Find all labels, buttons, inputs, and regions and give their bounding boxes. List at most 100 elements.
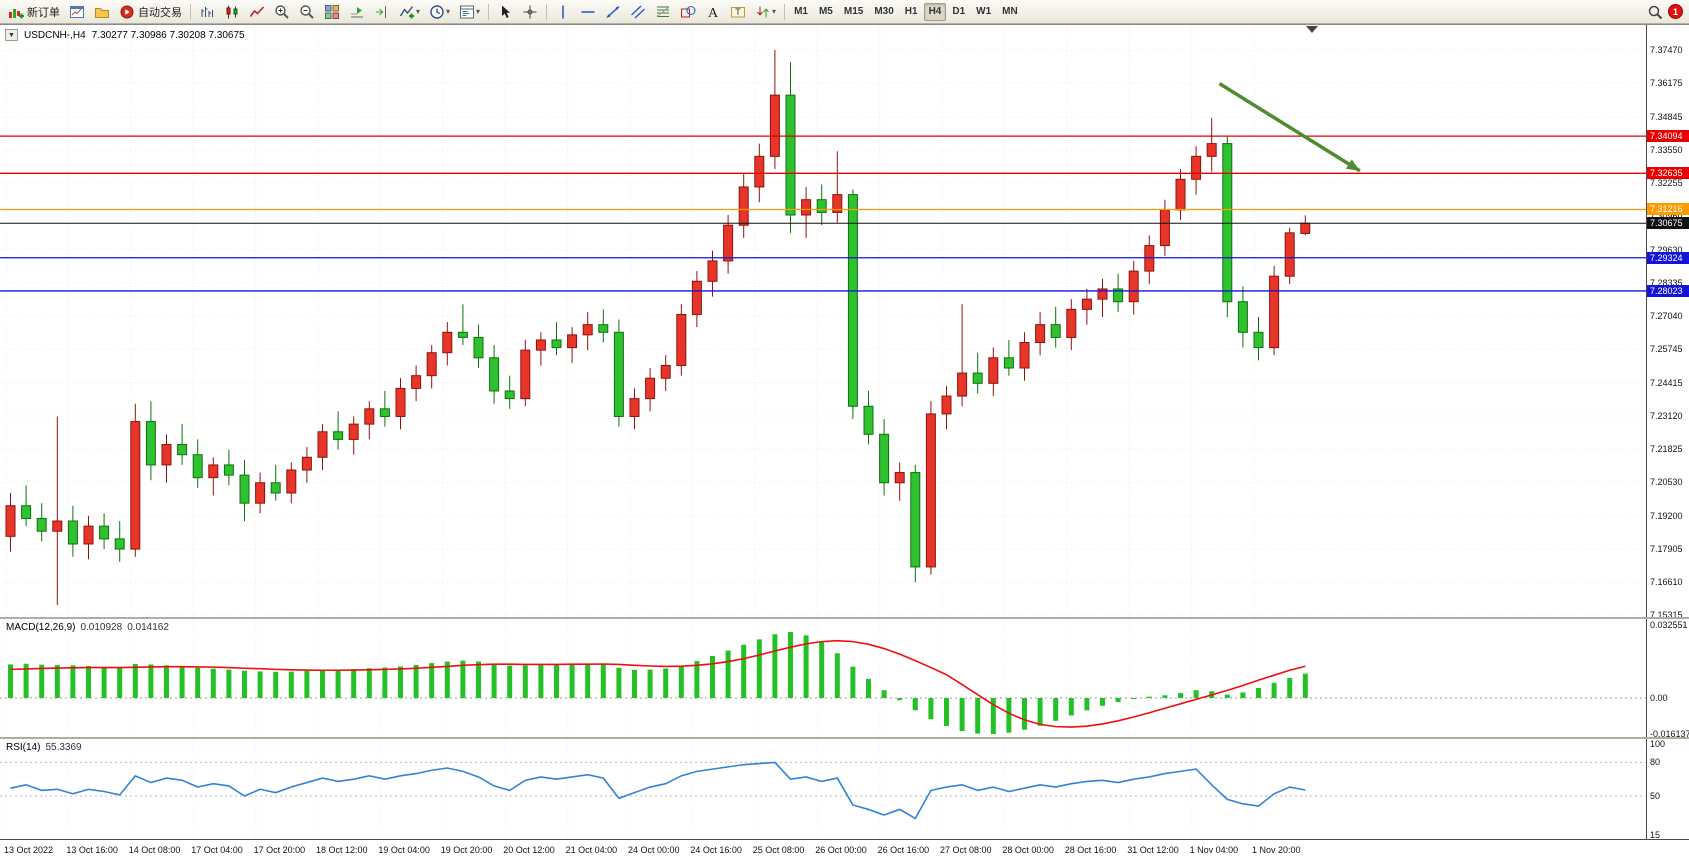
candle xyxy=(1035,324,1046,344)
rsi-canvas[interactable] xyxy=(0,739,1646,839)
line-chart-button[interactable] xyxy=(245,2,269,22)
price-axis-label: 7.36175 xyxy=(1650,78,1683,89)
timeframe-m15-button[interactable]: M15 xyxy=(843,6,864,17)
macd-histogram-bar xyxy=(132,663,138,698)
candlestick-chart-button[interactable] xyxy=(220,2,244,22)
timeframe-m1-button[interactable]: M1 xyxy=(794,6,808,17)
equidistant-channel-button[interactable] xyxy=(626,2,650,22)
text-button[interactable]: A xyxy=(701,2,725,22)
price-axis-label: 7.16610 xyxy=(1650,576,1683,587)
auto-scroll-button[interactable] xyxy=(345,2,369,22)
time-axis-label: 14 Oct 08:00 xyxy=(128,845,181,855)
price-axis[interactable]: 7.37470 7.36175 7.34845 7.33550 7.32255 7.309… xyxy=(1646,25,1689,620)
trendline-button[interactable] xyxy=(601,2,625,22)
macd-histogram-bar xyxy=(1256,687,1261,698)
clock-icon xyxy=(429,4,445,20)
profiles-button[interactable] xyxy=(90,2,114,22)
macd-axis-label: -0.016137 xyxy=(1650,729,1689,740)
zoom-in-icon xyxy=(274,4,290,20)
macd-histogram-bar xyxy=(1287,677,1293,698)
timeframe-m5-button[interactable]: M5 xyxy=(818,6,833,17)
macd-histogram-bar xyxy=(522,665,528,698)
new-order-button[interactable]: 新订单 xyxy=(4,2,64,22)
dropdown-caret-icon: ▾ xyxy=(772,7,777,16)
time-axis-label: 24 Oct 16:00 xyxy=(690,845,742,855)
candle xyxy=(364,408,375,425)
cursor-button[interactable] xyxy=(493,2,517,22)
svg-text:T: T xyxy=(735,7,741,17)
macd-value-main: 0.010928 xyxy=(80,622,123,633)
main-chart-canvas[interactable] xyxy=(0,25,1646,617)
candle xyxy=(645,377,656,400)
line-chart-icon xyxy=(249,4,265,20)
candle xyxy=(1097,288,1108,300)
macd-value-signal: 0.014162 xyxy=(127,622,169,633)
horizontal-line-button[interactable] xyxy=(576,2,600,22)
auto-trading-button[interactable]: 自动交易 xyxy=(115,2,186,22)
macd-histogram-bar xyxy=(148,664,154,698)
macd-histogram-bar xyxy=(959,698,965,732)
trend-arrow-annotation[interactable] xyxy=(1218,82,1361,173)
rsi-axis[interactable]: 100 80 50 15 xyxy=(1646,739,1689,840)
macd-histogram-bar xyxy=(538,664,544,698)
price-axis-label: 7.28335 xyxy=(1650,277,1683,288)
timeframe-h4-button[interactable]: H4 xyxy=(923,2,947,21)
chart-shift-button[interactable] xyxy=(370,2,394,22)
timeframe-d1-button[interactable]: D1 xyxy=(952,6,966,17)
macd-canvas[interactable] xyxy=(0,619,1646,737)
notification-badge[interactable]: 1 xyxy=(1668,4,1683,19)
shapes-button[interactable] xyxy=(676,2,700,22)
search-icon[interactable] xyxy=(1647,4,1663,20)
symbol-dropdown-icon[interactable]: ▼ xyxy=(5,29,18,41)
macd-histogram-bar xyxy=(164,665,169,698)
crosshair-button[interactable] xyxy=(518,2,542,22)
macd-histogram-bar xyxy=(335,669,341,698)
profiles-icon xyxy=(94,4,110,20)
macd-histogram-bar xyxy=(444,661,450,698)
rsi-label: RSI(14) 55.3369 xyxy=(6,742,82,753)
rsi-axis-label: 50 xyxy=(1650,791,1661,801)
templates-button[interactable]: ▾ xyxy=(455,2,484,22)
fibonacci-button[interactable] xyxy=(651,2,675,22)
time-axis-label: 21 Oct 04:00 xyxy=(565,845,618,855)
macd-axis-label: 0.032551 xyxy=(1650,620,1688,631)
candle xyxy=(707,260,718,282)
timeframe-h1-button[interactable]: H1 xyxy=(904,6,918,17)
price-axis-label: 7.29630 xyxy=(1650,244,1683,255)
macd-histogram-bar xyxy=(975,698,981,734)
panel-splitter[interactable] xyxy=(0,617,1689,619)
macd-histogram-bar xyxy=(554,663,559,698)
macd-histogram-bar xyxy=(117,667,123,698)
indicators-button[interactable]: ▾ xyxy=(395,2,424,22)
time-axis-label: 1 Nov 04:00 xyxy=(1189,845,1239,855)
candle xyxy=(738,186,749,226)
time-axis[interactable]: 13 Oct 2022 13 Oct 16:00 14 Oct 08:00 17 Oc… xyxy=(0,839,1689,861)
candle xyxy=(1113,288,1124,303)
macd-histogram-bar xyxy=(1006,698,1012,733)
crosshair-icon xyxy=(522,4,538,20)
timeframe-m30-button[interactable]: M30 xyxy=(874,6,894,17)
rsi-axis-label: 100 xyxy=(1650,739,1666,749)
zoom-in-button[interactable] xyxy=(270,2,294,22)
svg-text:A: A xyxy=(708,6,719,20)
price-badge-7.30675: 7.30675 xyxy=(1647,217,1689,230)
bar-chart-button[interactable] xyxy=(195,2,219,22)
candle xyxy=(489,357,500,392)
chart-window-button[interactable] xyxy=(65,2,89,22)
candle xyxy=(395,387,406,417)
macd-axis[interactable]: 0.032551 0.00 -0.016137 xyxy=(1646,619,1689,740)
macd-histogram-bar xyxy=(834,653,840,698)
dropdown-caret-icon: ▾ xyxy=(416,7,421,16)
periods-button[interactable]: ▾ xyxy=(425,2,454,22)
vertical-line-button[interactable] xyxy=(551,2,575,22)
timeframe-w1-button[interactable]: W1 xyxy=(976,6,992,17)
zoom-out-button[interactable] xyxy=(295,2,319,22)
timeframe-mn-button[interactable]: MN xyxy=(1002,6,1018,17)
candle xyxy=(1237,301,1248,333)
panel-splitter[interactable] xyxy=(0,737,1689,739)
dropdown-caret-icon: ▾ xyxy=(476,7,481,16)
arrow-tools-button[interactable]: ▾ xyxy=(751,2,780,22)
tile-windows-button[interactable] xyxy=(320,2,344,22)
text-label-button[interactable]: T xyxy=(726,2,750,22)
chart-shift-marker[interactable] xyxy=(1306,26,1318,33)
